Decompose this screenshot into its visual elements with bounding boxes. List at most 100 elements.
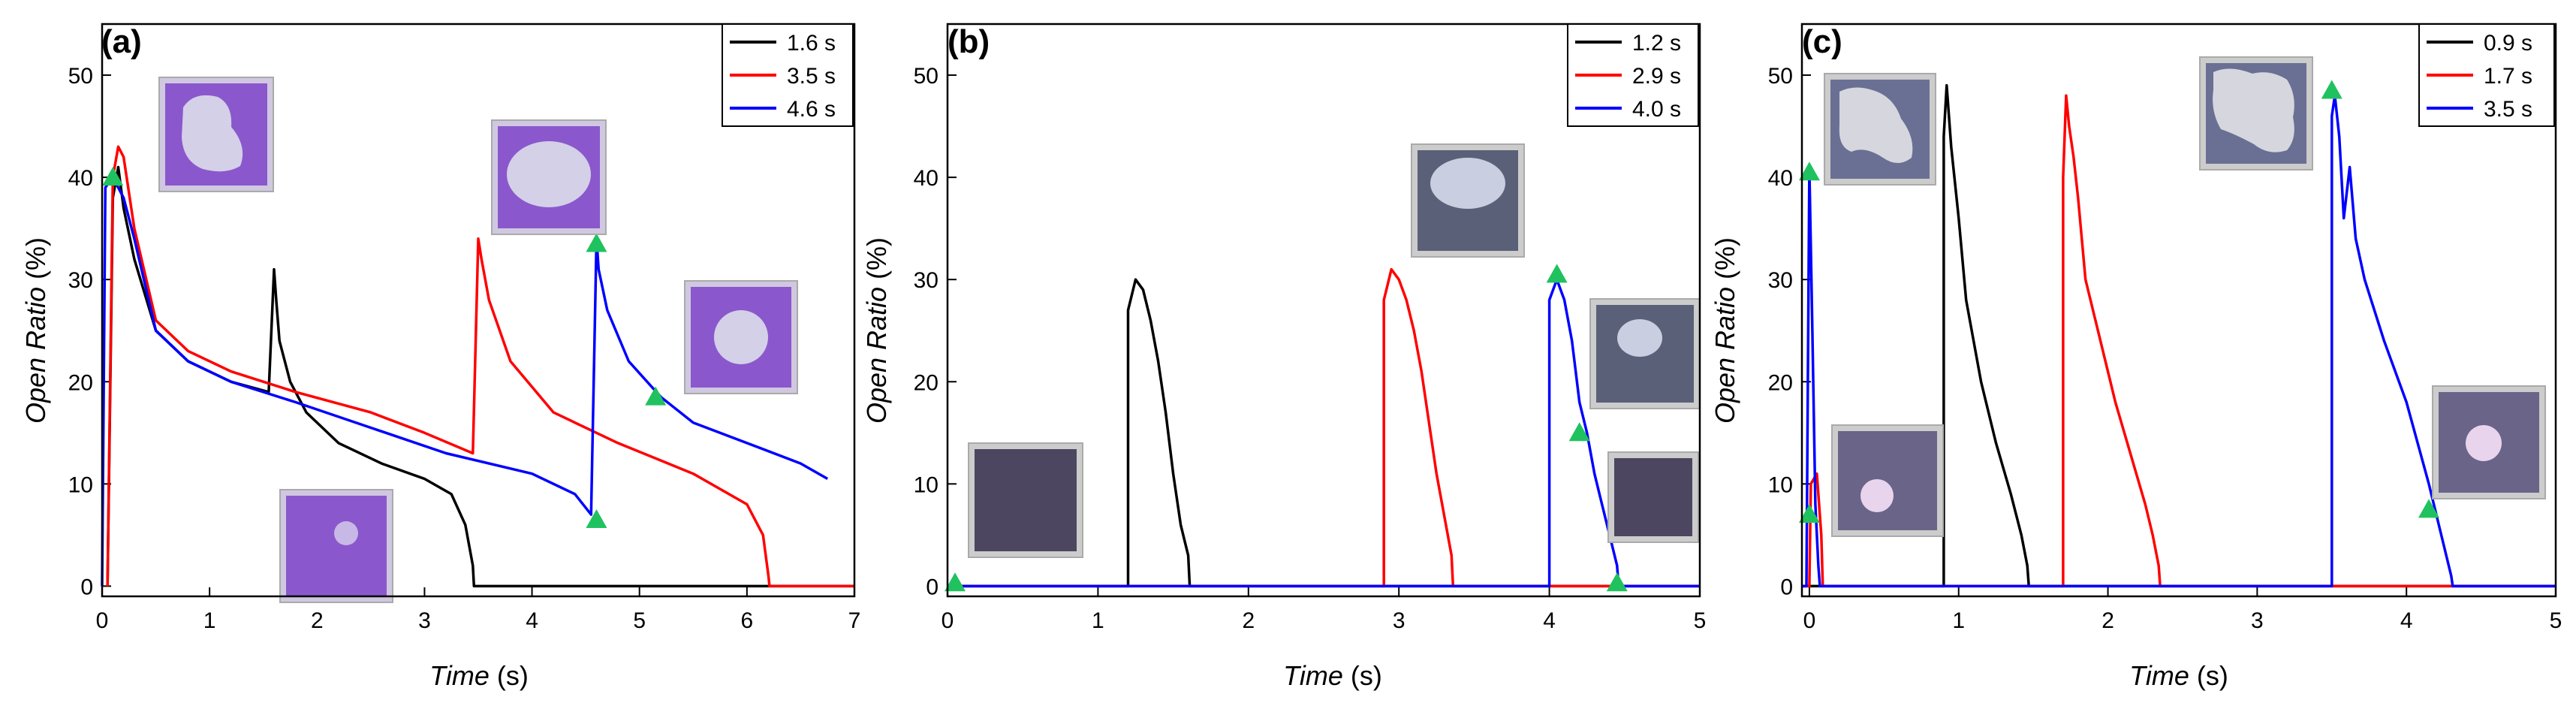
inset-image-2 [491,119,607,235]
markers [945,264,1628,592]
x-tick-label: 2 [2101,608,2114,633]
legend: 1.6 s 3.5 s 4.6 s [722,23,854,127]
legend-label: 3.5 s [2484,97,2532,122]
x-tick-label: 3 [2251,608,2264,633]
x-tick-label: 4 [526,608,538,633]
x-tick-label: 2 [1242,608,1255,633]
marker-triangle [102,167,124,186]
x-axis-label: Time (s) [2129,660,2228,691]
inset-image-4 [279,489,393,603]
x-tick-label: 0 [96,608,109,633]
markers [102,167,667,528]
y-ticks: 0 10 20 30 40 50 [914,64,957,599]
y-tick-label: 50 [914,64,939,89]
inset-image-4 [2432,385,2546,499]
series-line-3 [948,278,1700,588]
series-line-1 [1802,83,2556,588]
y-ticks: 0 10 20 30 40 50 [1768,64,1811,599]
x-tick-label: 4 [2400,608,2413,633]
x-ticks: 0 1 2 3 4 5 6 7 [96,587,861,633]
y-tick-label: 20 [914,370,939,395]
y-axis-label: Open Ratio (%) [20,237,51,424]
inset-image-1 [968,442,1083,558]
marker-triangle [945,572,966,592]
marker-triangle [1568,422,1590,442]
y-tick-label: 30 [68,268,93,293]
inset-image-3 [1831,424,1944,537]
inset-image-3 [684,280,798,394]
marker-triangle [586,233,607,252]
legend-label: 3.5 s [787,64,836,89]
x-axis-label-name: Time [2129,660,2189,691]
y-tick-label: 40 [1768,166,1793,191]
x-tick-label: 5 [2550,608,2562,633]
legend-label: 4.0 s [1632,97,1681,122]
x-tick-label: 0 [1803,608,1816,633]
plot-frame [101,23,856,598]
x-axis-label-name: Time [429,660,490,691]
marker-triangle [1606,572,1628,592]
y-tick-label: 50 [68,64,93,89]
y-tick-label: 30 [1768,268,1793,293]
legend-label: 0.9 s [2484,31,2532,56]
y-ticks: 0 10 20 30 40 50 [68,64,111,599]
legend-label: 2.9 s [1632,64,1681,89]
series-line-3 [101,176,829,587]
panel-a: (a) Open Ratio (%) Time (s) 01020304050 … [20,23,860,691]
plot-frame [946,23,1701,598]
y-axis-label-name: Open Ratio [861,287,892,424]
y-axis-label-name: Open Ratio [20,287,51,424]
x-axis-label-unit: (s) [1343,660,1382,691]
panel-b: (b) Open Ratio (%) Time (s) 01020304050 … [861,23,1706,691]
x-tick-label: 5 [1694,608,1707,633]
inset-image-1 [1824,73,1936,186]
x-tick-label: 6 [741,608,754,633]
series-line-2 [1802,94,2556,588]
y-tick-label: 0 [80,575,93,599]
legend: 1.2 s 2.9 s 4.0 s [1567,23,1699,127]
y-tick-label: 10 [914,472,939,497]
inset-image-2 [2199,56,2313,170]
y-axis-label-unit: (%) [861,237,892,287]
inset-image-1 [158,77,274,192]
y-tick-label: 30 [914,268,939,293]
panel-label: (a) [101,23,142,60]
y-tick-label: 20 [68,370,93,395]
y-axis-label-unit: (%) [1710,237,1740,287]
y-tick-label: 0 [926,575,939,599]
x-tick-label: 3 [1393,608,1406,633]
panel-label: (c) [1802,23,1842,60]
y-tick-label: 20 [1768,370,1793,395]
x-tick-label: 1 [1092,608,1104,633]
x-tick-label: 2 [311,608,324,633]
x-tick-label: 3 [418,608,431,633]
series-line-2 [106,145,854,588]
y-tick-label: 0 [1780,575,1793,599]
legend-label: 1.6 s [787,31,836,56]
y-tick-label: 40 [914,166,939,191]
x-tick-label: 7 [848,608,861,633]
marker-triangle [2418,499,2440,518]
x-ticks: 0 1 2 3 4 5 [942,587,1707,633]
x-axis-label-unit: (s) [490,660,529,691]
marker-triangle [2321,80,2343,99]
legend-label: 4.6 s [787,97,836,122]
y-axis-label: Open Ratio (%) [1710,237,1740,424]
x-tick-label: 1 [1952,608,1965,633]
legend-label: 1.7 s [2484,64,2532,89]
series-lines [101,145,854,588]
plot-frame [1800,23,2557,598]
y-tick-label: 50 [1768,64,1793,89]
x-axis-label: Time (s) [429,660,529,691]
series-line-1 [948,278,1700,588]
inset-image-4 [1607,451,1699,543]
y-axis-label: Open Ratio (%) [861,237,892,424]
series-line-2 [948,267,1700,588]
y-tick-label: 10 [68,472,93,497]
marker-triangle [586,508,607,528]
series-line-1 [106,165,854,588]
y-tick-label: 10 [1768,472,1793,497]
marker-triangle [1798,504,1820,523]
x-ticks: 0 1 2 3 4 5 [1803,587,2562,633]
